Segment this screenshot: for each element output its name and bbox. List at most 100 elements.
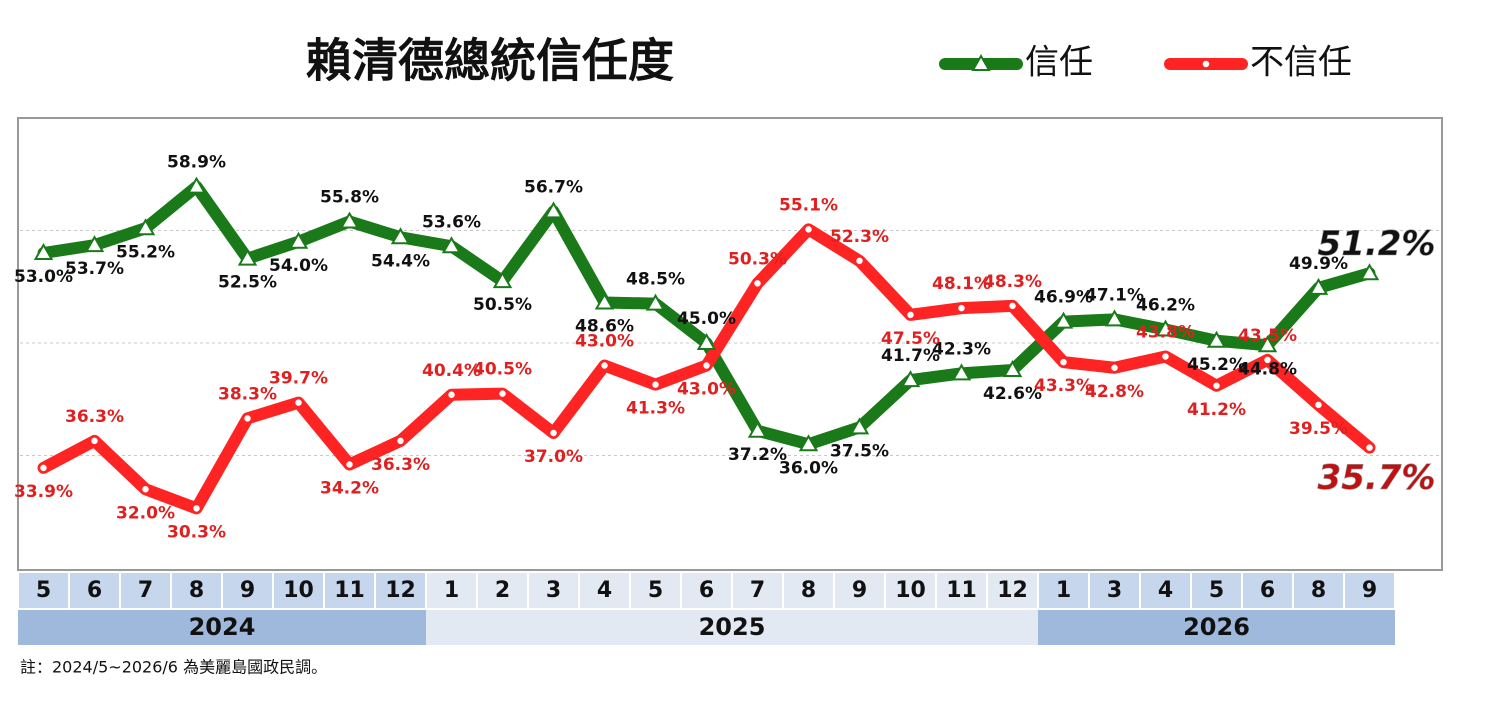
marker [492,271,513,289]
marker [1155,319,1176,337]
x-tick-label: 4 [597,578,612,603]
value-label: 38.3% [218,384,277,404]
month-cell [1294,573,1343,608]
value-label: 46.9% [1034,288,1093,308]
x-tick-label: 12 [997,578,1028,603]
month-cell [223,573,272,608]
value-label: 53.7% [65,259,124,279]
value-label: 39.5% [1289,419,1348,439]
x-tick-label: 6 [87,578,102,603]
value-label: 30.3% [167,522,226,542]
month-cell [1345,573,1394,608]
x-tick-label: 9 [852,578,867,603]
marker [33,242,54,260]
marker [1104,309,1125,327]
chart-title: 賴清德總統信任度 [306,34,674,88]
x-tick-label: 8 [1311,578,1326,603]
value-label: 43.8% [1136,323,1195,343]
marker [1206,330,1227,348]
marker [293,397,304,408]
x-tick-label: 3 [546,578,561,603]
marker [696,332,717,350]
marker [1160,351,1171,362]
value-label: 44.8% [1238,359,1297,379]
value-label: 50.5% [473,295,532,315]
x-tick-label: 11 [946,578,977,603]
marker [186,176,207,194]
value-label: 40.5% [473,360,532,380]
value-label: 52.3% [830,227,889,247]
x-tick-label: 1 [444,578,459,603]
value-label: 39.7% [269,369,328,389]
value-label: 56.7% [524,177,583,197]
footnote: 註：2024/5~2026/6 為美麗島國政民調。 [20,658,327,677]
marker [191,503,202,514]
marker [441,236,462,254]
month-cell [1141,573,1190,608]
marker [854,256,865,266]
marker [1262,355,1273,365]
month-cell [1039,573,1088,608]
marker [971,53,991,71]
value-label: 41.3% [626,399,685,419]
year-label: 2026 [1183,613,1250,641]
month-cell [70,573,119,608]
value-label: 48.6% [575,317,634,337]
year-label: 2024 [189,613,256,641]
month-cell [988,573,1037,608]
month-cell [835,573,884,608]
month-cell [376,573,425,608]
marker [956,303,967,313]
value-label: 48.5% [626,270,685,290]
year-cell [18,610,426,645]
marker [1211,381,1222,391]
marker [543,201,564,219]
value-label: 33.9% [14,482,73,502]
marker [1201,59,1211,69]
year-cell [1038,610,1395,645]
marker [1053,311,1074,329]
value-label: 37.0% [524,447,583,467]
value-label: 51.2% [1318,224,1436,264]
x-tick-label: 9 [240,578,255,603]
month-cell [1243,573,1292,608]
month-cell [529,573,578,608]
x-tick-label: 1 [1056,578,1071,603]
x-tick-label: 5 [36,578,51,603]
marker [344,459,355,470]
x-tick-label: 6 [1260,578,1275,603]
x-tick-label: 4 [1158,578,1173,603]
value-label: 45.0% [677,309,736,329]
value-label: 36.3% [65,407,124,427]
value-label: 48.3% [983,272,1042,292]
year-cell [426,610,1038,645]
marker [900,370,921,388]
marker [747,420,768,438]
month-cell [1090,573,1139,608]
marker [446,390,457,400]
value-label: 35.7% [1318,458,1436,498]
value-label: 55.1% [779,195,838,215]
marker [1109,363,1120,373]
marker [1308,277,1329,295]
marker [89,436,100,446]
marker [242,413,253,424]
value-label: 43.5% [1238,326,1297,346]
marker [599,360,610,371]
value-label: 55.2% [116,242,175,262]
x-tick-label: 5 [1209,578,1224,603]
marker [135,218,156,236]
month-cell [682,573,731,608]
month-cell [1192,573,1241,608]
x-tick-label: 11 [334,578,365,603]
x-tick-label: 7 [138,578,153,603]
marker [905,310,916,320]
marker [798,434,819,452]
month-cell [172,573,221,608]
value-label: 40.4% [422,361,481,381]
value-label: 47.1% [1085,285,1144,305]
month-cell [19,573,68,608]
year-label: 2025 [699,613,766,641]
marker [390,227,411,245]
